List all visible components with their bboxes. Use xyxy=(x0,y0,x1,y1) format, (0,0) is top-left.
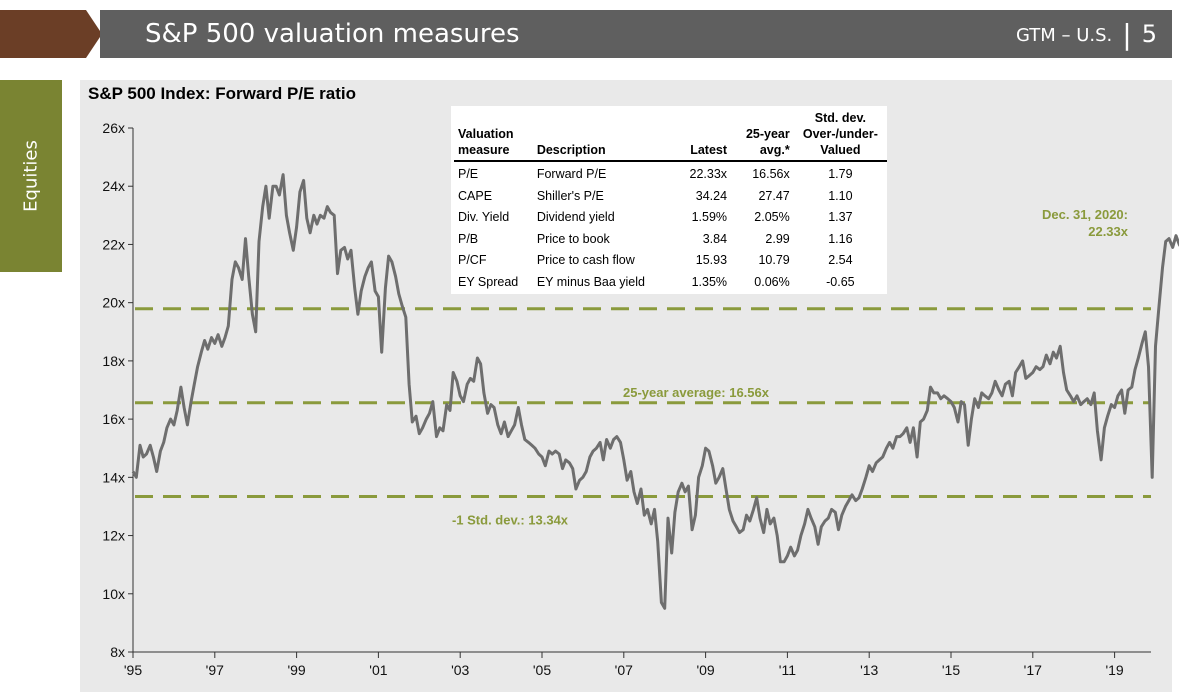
col-header-stddev: Std. dev. Over-/under- Valued xyxy=(793,110,887,162)
cell-stddev: -0.65 xyxy=(826,274,855,289)
cell-measure: EY Spread xyxy=(458,274,519,289)
cell-avg: 2.99 xyxy=(765,231,790,246)
cell-latest: 1.59% xyxy=(691,210,728,224)
cell-measure: CAPE xyxy=(458,188,493,203)
cell-description: EY minus Baa yield xyxy=(536,274,645,289)
header-gray-bar xyxy=(100,10,1172,58)
x-tick-label: '03 xyxy=(451,662,469,678)
forward-pe-line xyxy=(131,173,1179,610)
x-tick-label: '01 xyxy=(369,662,387,678)
cell-avg: 16.56x xyxy=(752,167,790,181)
x-tick-label: '95 xyxy=(124,662,142,678)
cell-avg: 2.05% xyxy=(754,210,790,224)
x-tick-label: '11 xyxy=(779,662,796,678)
table-row: P/E Forward P/E 22.33x 16.56x 1.79 xyxy=(454,161,887,186)
header-right: GTM – U.S. | 5 xyxy=(1016,10,1157,58)
x-tick-label: '09 xyxy=(696,662,714,678)
page-number: 5 xyxy=(1141,20,1157,48)
table-row: P/B Price to book 3.84 2.99 1.16 xyxy=(454,229,887,251)
x-tick-label: '05 xyxy=(533,662,551,678)
cell-stddev: 1.10 xyxy=(828,188,853,203)
reference-lines: +1 Std. dev.: 19.79x25-year average: 16.… xyxy=(135,281,1151,528)
x-tick-label: '19 xyxy=(1105,662,1123,678)
cell-measure: P/E xyxy=(458,167,479,181)
col-header-latest: Latest xyxy=(668,110,732,162)
side-tab-equities[interactable]: Equities xyxy=(0,80,62,272)
reference-line-label: -1 Std. dev.: 13.34x xyxy=(452,513,569,528)
table-row: P/CF Price to cash flow 15.93 10.79 2.54 xyxy=(454,250,887,272)
cell-avg: 27.47 xyxy=(758,188,790,203)
header-brown-block xyxy=(0,10,86,58)
y-tick-label: 14x xyxy=(102,469,125,485)
cell-description: Price to book xyxy=(536,231,610,246)
x-tick-label: '17 xyxy=(1024,662,1042,678)
cell-stddev: 1.79 xyxy=(828,167,853,181)
chart-title: S&P 500 Index: Forward P/E ratio xyxy=(88,84,356,103)
cell-stddev: 1.16 xyxy=(828,231,853,246)
header-bar: S&P 500 valuation measures GTM – U.S. | 5 xyxy=(0,0,1179,66)
col-header-measure: Valuation measure xyxy=(454,110,533,162)
cell-stddev: 2.54 xyxy=(828,253,853,267)
cell-description: Shiller's P/E xyxy=(536,188,604,203)
y-tick-label: 16x xyxy=(102,411,125,427)
cell-latest: 3.84 xyxy=(702,231,728,246)
annotation-value: 22.33x xyxy=(1088,224,1129,239)
cell-latest: 34.24 xyxy=(695,188,728,203)
x-tick-label: '13 xyxy=(860,662,878,678)
table-row: EY Spread EY minus Baa yield 1.35% 0.06%… xyxy=(454,272,887,294)
cell-latest: 22.33x xyxy=(689,167,728,181)
y-tick-label: 26x xyxy=(102,120,125,136)
x-tick-label: '99 xyxy=(287,662,305,678)
cell-measure: Div. Yield xyxy=(458,210,510,224)
annotation-label: Dec. 31, 2020: xyxy=(1042,207,1128,222)
x-tick-label: '07 xyxy=(615,662,633,678)
col-header-description: Description xyxy=(532,110,669,162)
reference-line-label: 25-year average: 16.56x xyxy=(623,385,770,400)
cell-measure: P/CF xyxy=(458,253,487,267)
cell-avg: 0.06% xyxy=(754,274,790,289)
cell-measure: P/B xyxy=(458,231,479,246)
y-tick-label: 8x xyxy=(110,644,125,660)
table-row: Div. Yield Dividend yield 1.59% 2.05% 1.… xyxy=(454,207,887,229)
cell-description: Price to cash flow xyxy=(536,253,635,267)
cell-description: Forward P/E xyxy=(536,167,607,181)
section-label: GTM – U.S. xyxy=(1015,25,1113,46)
divider: | xyxy=(1122,18,1132,51)
valuation-table: Valuation measure Description Latest 25-y… xyxy=(451,106,887,294)
x-tick-label: '15 xyxy=(942,662,960,678)
cell-stddev: 1.37 xyxy=(828,210,853,224)
cell-avg: 10.79 xyxy=(758,253,790,267)
annotation-layer: Dec. 31, 2020: 22.33x xyxy=(1042,207,1129,239)
header-chevron-icon xyxy=(86,10,102,58)
cell-latest: 1.35% xyxy=(691,274,728,289)
table-row: CAPE Shiller's P/E 34.24 27.47 1.10 xyxy=(454,186,887,208)
col-header-avg: 25-year avg.* xyxy=(731,110,794,162)
y-tick-label: 22x xyxy=(102,236,125,252)
y-tick-label: 12x xyxy=(102,528,125,544)
cell-description: Dividend yield xyxy=(536,210,615,224)
y-tick-label: 24x xyxy=(102,178,125,194)
chart-axes: 8x 10x 12x 14x 16x 18x 20x 22x 24x 26x '95 '97 '99 '0… xyxy=(102,120,1151,678)
page-title: S&P 500 valuation measures xyxy=(145,19,520,49)
table-header-row: Valuation measure Description Latest 25-y… xyxy=(454,110,887,162)
y-tick-label: 20x xyxy=(102,295,125,311)
cell-latest: 15.93 xyxy=(695,253,728,267)
x-tick-label: '97 xyxy=(206,662,224,678)
series-layer xyxy=(131,173,1179,610)
y-tick-label: 10x xyxy=(102,586,125,602)
y-tick-label: 18x xyxy=(102,353,125,369)
